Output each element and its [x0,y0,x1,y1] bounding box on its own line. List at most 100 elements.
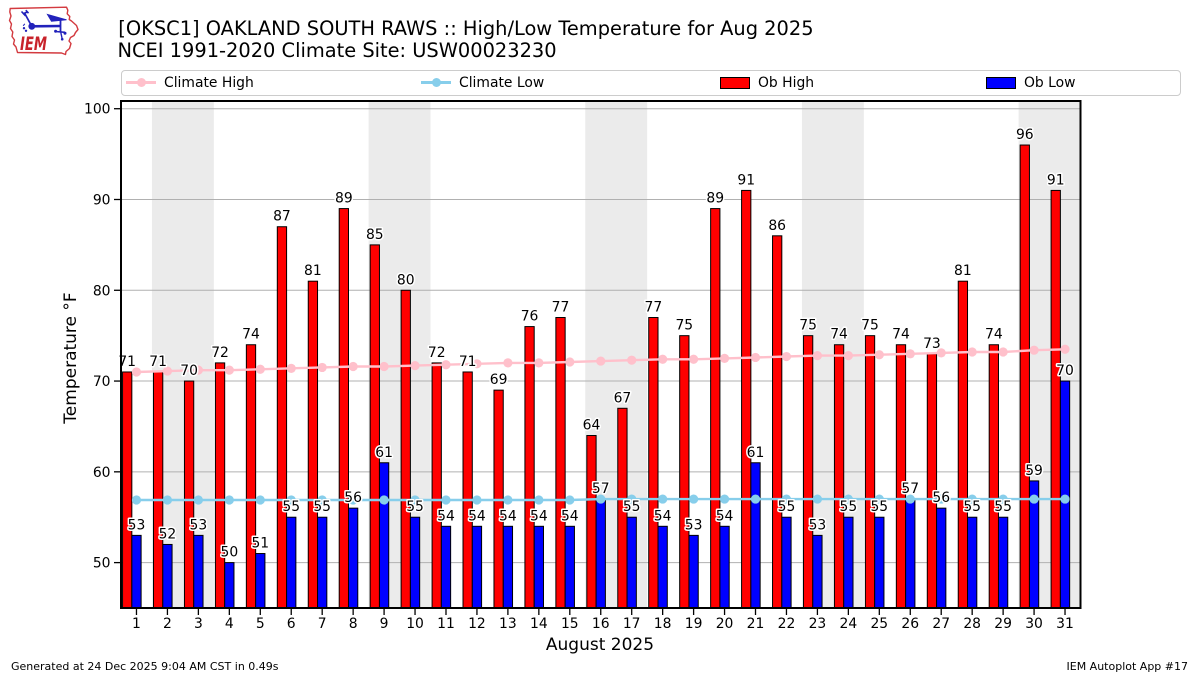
svg-text:54: 54 [530,508,548,524]
svg-text:7: 7 [318,616,327,632]
svg-text:3: 3 [194,616,203,632]
svg-text:53: 53 [128,517,146,533]
svg-text:55: 55 [406,499,424,515]
svg-text:80: 80 [93,283,111,299]
svg-text:21: 21 [747,616,765,632]
svg-text:23: 23 [809,616,827,632]
logo-iem-text: IEM [20,34,47,55]
svg-text:67: 67 [614,390,632,406]
chart-subtitle: NCEI 1991-2020 Climate Site: USW00023230 [117,39,557,63]
svg-text:75: 75 [799,318,817,334]
svg-text:100: 100 [84,102,111,118]
svg-text:72: 72 [211,345,229,361]
svg-text:90: 90 [93,192,111,208]
svg-text:74: 74 [242,327,260,343]
svg-text:59: 59 [1025,463,1043,479]
svg-text:55: 55 [870,499,888,515]
x-axis-label: August 2025 [546,635,654,655]
climate-low-line [131,494,1070,505]
generated-stamp: Generated at 24 Dec 2025 9:04 AM CST in … [11,660,279,673]
svg-text:14: 14 [530,616,548,632]
svg-text:53: 53 [190,517,208,533]
autoplot-app-stamp: IEM Autoplot App #17 [1066,660,1189,673]
svg-text:11: 11 [437,616,455,632]
climate-low-line-icon [421,78,451,88]
legend-label: Climate High [164,74,254,91]
legend-item-climate-high: Climate High [126,71,254,94]
svg-text:91: 91 [737,172,755,188]
axes [114,100,1082,615]
svg-text:50: 50 [93,556,111,572]
svg-text:18: 18 [654,616,672,632]
legend-label: Ob High [758,74,815,91]
legend-label: Ob Low [1024,74,1076,91]
svg-text:71: 71 [459,354,477,370]
svg-text:69: 69 [490,372,508,388]
ob-high-swatch-icon [720,76,750,89]
svg-text:26: 26 [901,616,919,632]
svg-text:55: 55 [282,499,300,515]
svg-text:70: 70 [1056,363,1074,379]
svg-text:17: 17 [623,616,641,632]
svg-text:81: 81 [304,263,322,279]
svg-text:54: 54 [561,508,579,524]
svg-text:22: 22 [778,616,796,632]
svg-text:55: 55 [963,499,981,515]
bar-value-labels: 71 53 71 52 70 53 72 50 74 51 87 55 81 55 89 56 85 61 80 55… [117,126,1076,563]
svg-text:60: 60 [93,465,111,481]
svg-text:50: 50 [220,545,238,561]
svg-text:54: 54 [654,508,672,524]
svg-text:70: 70 [180,363,198,379]
svg-text:81: 81 [954,263,972,279]
svg-text:9: 9 [380,616,389,632]
svg-text:76: 76 [521,309,539,325]
svg-text:30: 30 [1025,616,1043,632]
ob-high-bars [122,144,1061,609]
svg-text:73: 73 [923,336,941,352]
svg-text:71: 71 [149,354,167,370]
svg-text:28: 28 [963,616,981,632]
svg-text:54: 54 [437,508,455,524]
svg-text:89: 89 [335,191,353,207]
legend-item-climate-low: Climate Low [421,71,544,94]
svg-text:61: 61 [375,445,393,461]
svg-text:91: 91 [1047,172,1065,188]
svg-text:27: 27 [932,616,950,632]
svg-text:56: 56 [932,490,950,506]
svg-text:57: 57 [592,481,610,497]
svg-text:16: 16 [592,616,610,632]
svg-text:20: 20 [716,616,734,632]
svg-text:2: 2 [163,616,172,632]
svg-text:31: 31 [1056,616,1074,632]
svg-text:55: 55 [313,499,331,515]
svg-text:55: 55 [994,499,1012,515]
svg-text:61: 61 [747,445,765,461]
climate-high-line [131,344,1070,377]
svg-text:6: 6 [287,616,296,632]
svg-text:71: 71 [118,354,136,370]
legend-item-ob-high: Ob High [720,71,814,94]
svg-text:77: 77 [645,300,663,316]
weather-vane-icon [20,9,67,41]
y-axis-label: Temperature °F [61,292,81,424]
svg-text:74: 74 [892,327,910,343]
legend: Climate High Climate Low Ob High Ob Low [121,70,1181,96]
svg-text:1: 1 [132,616,141,632]
svg-text:75: 75 [675,318,693,334]
svg-text:55: 55 [778,499,796,515]
svg-text:8: 8 [349,616,358,632]
svg-text:74: 74 [985,327,1003,343]
svg-text:24: 24 [840,616,858,632]
ob-low-bars [131,380,1071,609]
svg-text:70: 70 [93,374,111,390]
svg-text:89: 89 [706,191,724,207]
svg-text:15: 15 [561,616,579,632]
svg-text:54: 54 [499,508,517,524]
svg-text:85: 85 [366,227,384,243]
svg-text:74: 74 [830,327,848,343]
svg-text:96: 96 [1016,127,1034,143]
svg-text:53: 53 [685,517,703,533]
